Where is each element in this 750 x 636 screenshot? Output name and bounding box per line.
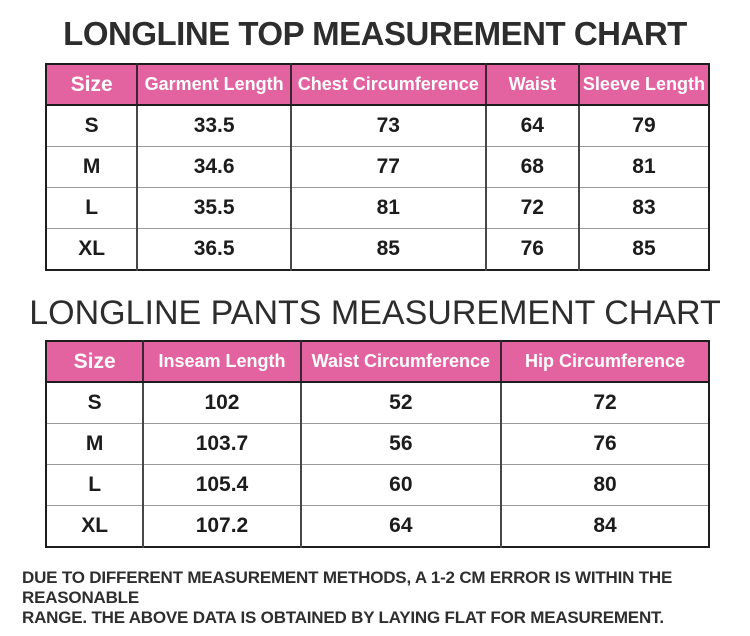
measurement-value-cell: 81 xyxy=(289,187,486,229)
measurement-value-cell: 77 xyxy=(289,146,486,188)
table-row: L 35.5 81 72 83 xyxy=(46,187,709,229)
size-cell: S xyxy=(87,391,102,414)
size-cell: XL xyxy=(46,505,144,547)
measurement-value-cell: 84 xyxy=(499,505,709,547)
size-cell: M xyxy=(46,146,138,188)
size-cell: XL xyxy=(46,228,138,270)
size-cell: L xyxy=(46,464,144,506)
column-header: Garment Length xyxy=(136,64,291,106)
top-measurement-table: Size Garment Length Chest Circumference Wai… xyxy=(45,63,710,271)
table-header: Size Inseam Length Waist Circumference Hip … xyxy=(46,341,709,383)
table-body: S 33.5 73 64 79 M 34.6 77 68 81 L 35.5 81 72 83 XL 36.5 8… xyxy=(46,105,709,270)
measurement-value-cell: 72 xyxy=(484,187,579,229)
measurement-value-cell: 102 xyxy=(142,382,301,424)
measurement-value-cell: 83 xyxy=(577,187,709,229)
table-row: S 33.5 73 64 79 xyxy=(46,105,709,147)
disclaimer-line-2: RANGE. THE ABOVE DATA IS OBTAINED BY LAY… xyxy=(22,608,664,627)
column-header: Size xyxy=(46,341,144,383)
measurement-value-cell: 107.2 xyxy=(142,505,301,547)
measurement-value-cell: 60 xyxy=(299,464,501,506)
measurement-value-cell: 81 xyxy=(577,146,709,188)
table-row: S 102 52 72 xyxy=(46,382,709,424)
column-header: Hip Circumference xyxy=(499,341,709,383)
measurement-value-cell: 85 xyxy=(577,228,709,270)
measurement-value-cell: 34.6 xyxy=(136,146,291,188)
measurement-value-cell: 36.5 xyxy=(136,228,291,270)
measurement-value-cell: 105.4 xyxy=(142,464,301,506)
table-row: M 34.6 77 68 81 xyxy=(46,146,709,188)
column-header: Sleeve Length xyxy=(577,64,709,106)
table-row: XL 36.5 85 76 85 xyxy=(46,228,709,270)
measurement-value-cell: 56 xyxy=(299,423,501,465)
measurement-value-cell: 64 xyxy=(484,105,579,147)
measurement-value-cell: 72 xyxy=(499,382,709,424)
measurement-value-cell: 76 xyxy=(484,228,579,270)
measurement-value-cell: 64 xyxy=(299,505,501,547)
measurement-value-cell: 103.7 xyxy=(142,423,301,465)
column-header: Waist Circumference xyxy=(299,341,501,383)
measurement-value-cell: 80 xyxy=(499,464,709,506)
table-body: S 102 52 72 M 103.7 56 76 L 105.4 60 80 XL 107.2 64 84 xyxy=(46,382,709,547)
measurement-value-cell: 76 xyxy=(499,423,709,465)
pants-measurement-table: Size Inseam Length Waist Circumference Hip … xyxy=(45,340,710,548)
disclaimer-line-1: DUE TO DIFFERENT MEASUREMENT METHODS, A … xyxy=(22,568,673,607)
table-header-row: Size Garment Length Chest Circumference Wai… xyxy=(46,64,709,106)
table-row: L 105.4 60 80 xyxy=(46,464,709,506)
measurement-value-cell: 85 xyxy=(289,228,486,270)
table-row: XL 107.2 64 84 xyxy=(46,505,709,547)
size-cell: S xyxy=(84,114,99,137)
column-header: Chest Circumference xyxy=(289,64,486,106)
column-header: Waist xyxy=(484,64,579,106)
pants-chart-title: LONGLINE PANTS MEASUREMENT CHART xyxy=(29,294,721,332)
table-row: M 103.7 56 76 xyxy=(46,423,709,465)
measurement-value-cell: 79 xyxy=(577,105,709,147)
column-header: Size xyxy=(46,64,138,106)
measurement-value-cell: 73 xyxy=(289,105,486,147)
measurement-value-cell: 68 xyxy=(484,146,579,188)
measurement-value-cell: 35.5 xyxy=(136,187,291,229)
measurement-value-cell: 33.5 xyxy=(136,105,291,147)
top-chart-title: LONGLINE TOP MEASUREMENT CHART xyxy=(63,15,687,52)
column-header: Inseam Length xyxy=(142,341,301,383)
measurement-value-cell: 52 xyxy=(299,382,501,424)
table-header-row: Size Inseam Length Waist Circumference Hip … xyxy=(46,341,709,383)
table-header: Size Garment Length Chest Circumference Wai… xyxy=(46,64,709,106)
size-cell: M xyxy=(46,423,144,465)
size-cell: L xyxy=(46,187,138,229)
measurement-disclaimer: DUE TO DIFFERENT MEASUREMENT METHODS, A … xyxy=(22,568,726,628)
